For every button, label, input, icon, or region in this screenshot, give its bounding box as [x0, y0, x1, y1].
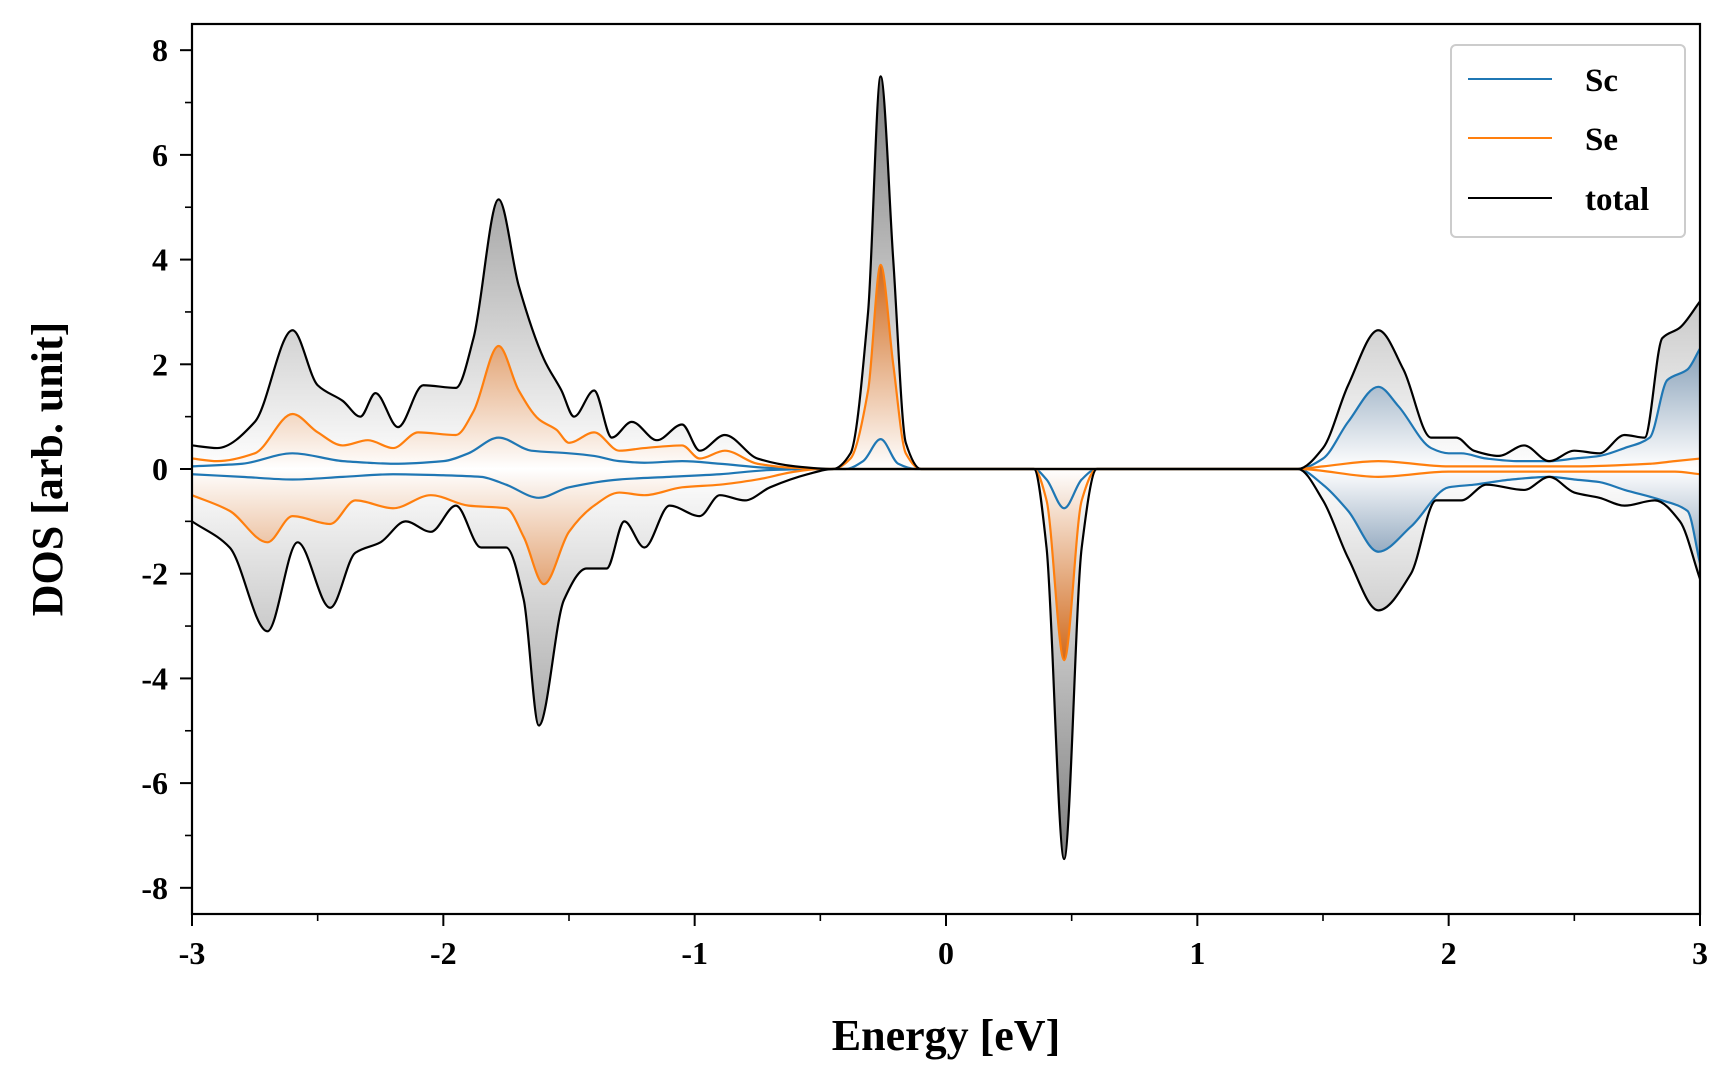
sc-down-area [192, 469, 1700, 564]
se-up-area [192, 264, 1700, 469]
y-tick-label: 4 [152, 242, 168, 278]
x-tick-label: -1 [681, 935, 708, 971]
y-axis-title: DOS [arb. unit] [23, 322, 72, 617]
x-tick-label: -3 [179, 935, 206, 971]
total-up-area [192, 76, 1700, 469]
y-tick-label: -4 [141, 660, 168, 696]
dos-lines [192, 75, 1700, 861]
total-up-line [192, 75, 1700, 471]
legend: Sc Se total [1450, 44, 1686, 238]
y-tick-label: 6 [152, 137, 168, 173]
x-tick-label: 1 [1189, 935, 1205, 971]
total-down-area [192, 469, 1700, 860]
x-axis-title: Energy [eV] [832, 1011, 1061, 1060]
y-tick-label: 0 [152, 451, 168, 487]
total-down-line [192, 467, 1700, 861]
y-tick-label: -8 [141, 870, 168, 906]
y-tick-label: -2 [141, 556, 168, 592]
y-tick-label: 8 [152, 32, 168, 68]
legend-label-total: total [1585, 182, 1649, 218]
legend-label-se: Se [1585, 122, 1618, 158]
se-up-line [192, 263, 1700, 471]
x-tick-label: 2 [1441, 935, 1457, 971]
dos-fills [192, 76, 1700, 860]
y-tick-label: -6 [141, 765, 168, 801]
y-tick-label: 2 [152, 346, 168, 382]
se-down-line [192, 467, 1700, 662]
se-down-area [192, 469, 1700, 661]
axis-ticks: -3 -2 -1 0 1 2 3 -8 -6 -4 -2 0 2 4 6 8 [141, 32, 1708, 971]
legend-label-sc: Sc [1585, 63, 1618, 99]
sc-up-area [192, 348, 1700, 469]
legend-box [1450, 44, 1686, 238]
x-tick-label: -2 [430, 935, 457, 971]
x-tick-label: 3 [1692, 935, 1708, 971]
x-tick-label: 0 [938, 935, 954, 971]
